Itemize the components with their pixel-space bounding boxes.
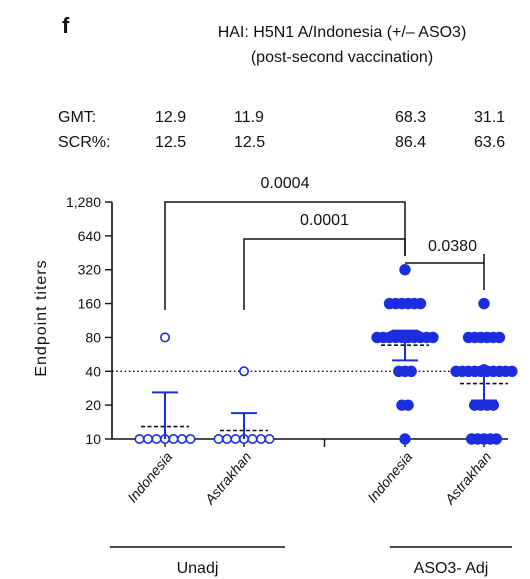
stat-value: 63.6 [474, 134, 505, 151]
stat-row-label: SCR%: [58, 134, 110, 151]
y-tick-label: 320 [78, 262, 102, 278]
data-point [134, 433, 145, 444]
y-tick-label: 10 [85, 431, 101, 447]
data-point [222, 433, 233, 444]
y-tick-label: 640 [78, 228, 102, 244]
category-label: Indonesia [124, 448, 175, 505]
data-point [402, 399, 414, 411]
data-point [399, 264, 411, 276]
y-axis-label: Endpoint titers [33, 259, 50, 376]
data-point [213, 433, 224, 444]
p-value-label: 0.0001 [300, 212, 349, 229]
data-point [185, 433, 196, 444]
data-point [427, 331, 439, 344]
data-point [247, 433, 258, 444]
y-tick-label: 20 [85, 397, 101, 413]
data-point [239, 366, 250, 377]
data-point [490, 433, 503, 445]
data-point [487, 399, 499, 411]
comparison-bracket [243, 238, 406, 310]
stat-value: 11.9 [234, 109, 264, 126]
stat-row-label: GMT: [58, 109, 96, 126]
data-point [151, 433, 162, 444]
stat-value: 12.5 [234, 134, 265, 151]
comparison-bracket [164, 201, 406, 310]
chart-subtitle: (post-second vaccination) [251, 49, 433, 66]
category-label: Indonesia [364, 448, 415, 505]
data-point [230, 433, 241, 444]
stat-value: 12.5 [155, 134, 186, 151]
chart-title: HAI: H5N1 A/Indonesia (+/– ASO3) [218, 24, 467, 41]
data-point [506, 365, 518, 377]
p-value-label: 0.0004 [261, 175, 310, 192]
group-label: ASO3- Adj [414, 560, 489, 577]
group-label: Unadj [177, 560, 219, 577]
data-point [143, 433, 154, 444]
y-tick-label: 1,280 [66, 194, 101, 210]
panel-label: f [62, 13, 70, 38]
stat-value: 12.9 [155, 109, 186, 126]
data-point [405, 365, 417, 377]
comparison-bracket [405, 254, 485, 264]
y-tick-label: 80 [85, 329, 101, 345]
stat-value: 68.3 [395, 109, 426, 126]
stat-value: 86.4 [395, 134, 426, 151]
data-point [399, 433, 411, 445]
data-point [478, 297, 490, 310]
data-point [255, 433, 266, 444]
data-point [160, 332, 171, 343]
p-value-label: 0.0380 [428, 238, 477, 255]
category-label: Astrakhan [201, 448, 255, 508]
y-tick-label: 40 [85, 363, 101, 379]
data-point [411, 330, 424, 342]
stat-value: 31.1 [474, 109, 505, 126]
data-point [493, 331, 506, 344]
data-point [414, 297, 427, 310]
y-tick-label: 160 [78, 296, 102, 312]
data-point [168, 433, 179, 444]
category-label: Astrakhan [441, 448, 495, 508]
data-point [264, 433, 275, 444]
data-point [177, 433, 188, 444]
